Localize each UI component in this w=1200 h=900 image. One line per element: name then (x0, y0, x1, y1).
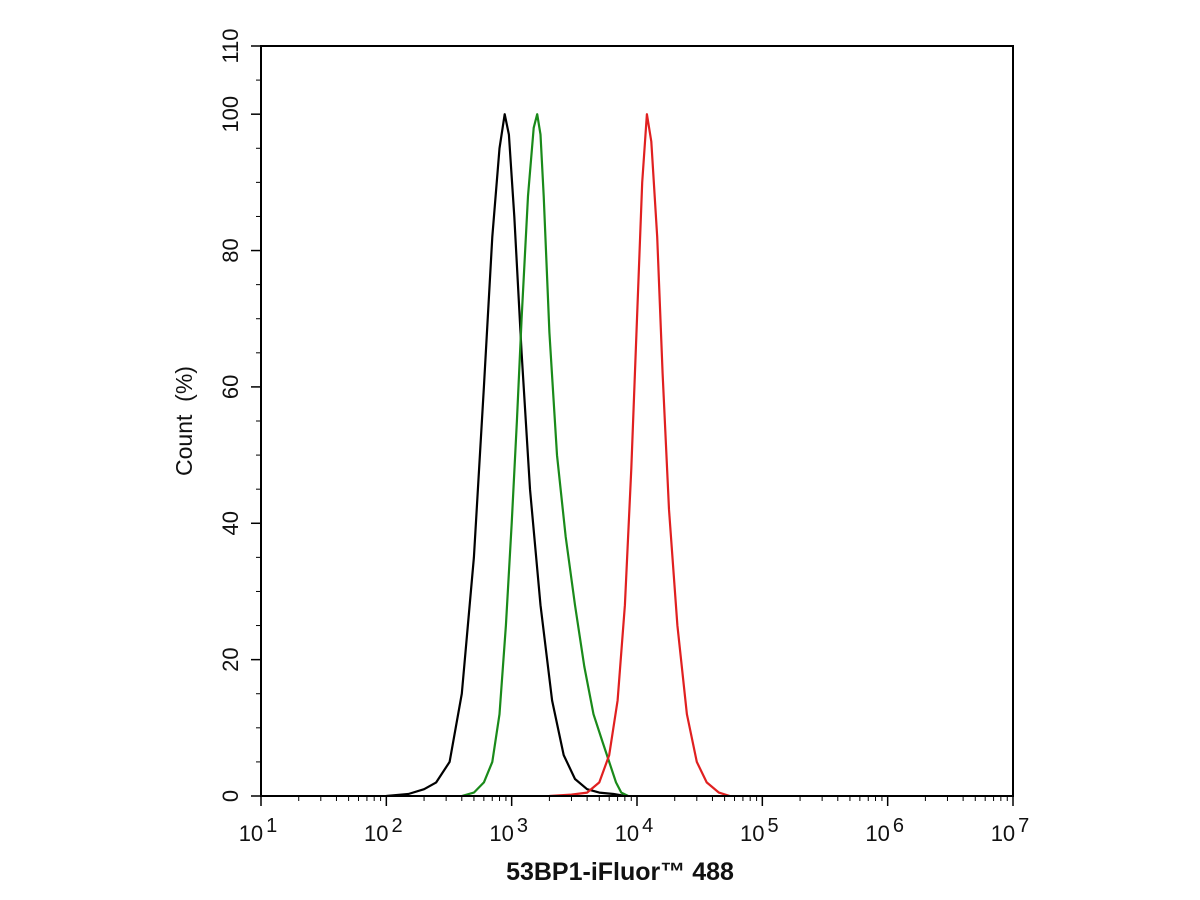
series-line-1 (386, 113, 626, 798)
x-tick-label: 10 4 (615, 815, 654, 846)
y-axis: 0 20 40 60 80 100 110 (218, 28, 261, 802)
y-tick-label: 0 (218, 790, 243, 802)
series-line-3 (549, 113, 731, 798)
x-tick-label: 10 6 (865, 815, 904, 846)
y-tick-label: 60 (218, 375, 243, 399)
x-axis-title: 53BP1-iFluor™ 488 (506, 858, 734, 886)
x-tick-label: 10 2 (364, 815, 403, 846)
x-tick-label: 10 1 (239, 815, 278, 846)
y-axis-title: Count (%) (171, 366, 197, 476)
y-tick-label: 80 (218, 238, 243, 262)
plot-frame (260, 45, 1014, 797)
x-tick-label: 10 5 (740, 815, 779, 846)
y-tick-label: 20 (218, 647, 243, 671)
series-line-2 (461, 113, 629, 798)
x-tick-label: 10 3 (489, 815, 528, 846)
y-tick-label: 100 (218, 96, 243, 133)
series-curves (386, 113, 731, 798)
x-tick-label: 10 7 (991, 815, 1030, 846)
x-axis: 10 1 10 2 10 3 10 4 10 5 10 6 10 7 (239, 796, 1030, 846)
y-tick-label: 40 (218, 511, 243, 535)
y-tick-label: 110 (218, 28, 243, 63)
